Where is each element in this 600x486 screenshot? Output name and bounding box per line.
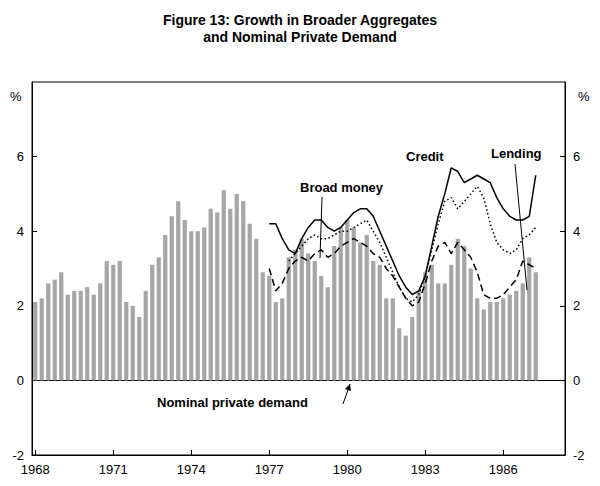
svg-text:2: 2 bbox=[17, 298, 24, 313]
svg-text:1977: 1977 bbox=[255, 462, 284, 477]
svg-text:Lending: Lending bbox=[491, 146, 542, 161]
svg-text:and Nominal Private Demand: and Nominal Private Demand bbox=[203, 29, 397, 45]
svg-text:1968: 1968 bbox=[21, 462, 50, 477]
svg-text:%: % bbox=[578, 89, 590, 104]
svg-text:2: 2 bbox=[573, 298, 580, 313]
svg-text:1986: 1986 bbox=[489, 462, 518, 477]
svg-text:1980: 1980 bbox=[333, 462, 362, 477]
svg-text:6: 6 bbox=[573, 149, 580, 164]
svg-text:6: 6 bbox=[17, 149, 24, 164]
svg-text:Broad money: Broad money bbox=[300, 180, 384, 195]
svg-text:4: 4 bbox=[17, 224, 24, 239]
svg-text:1971: 1971 bbox=[99, 462, 128, 477]
svg-text:Nominal private demand: Nominal private demand bbox=[157, 395, 308, 410]
svg-text:Credit: Credit bbox=[406, 149, 444, 164]
svg-text:4: 4 bbox=[573, 224, 580, 239]
svg-text:%: % bbox=[10, 89, 22, 104]
svg-text:1983: 1983 bbox=[411, 462, 440, 477]
svg-text:-2: -2 bbox=[12, 448, 24, 463]
svg-text:1974: 1974 bbox=[177, 462, 206, 477]
svg-text:0: 0 bbox=[17, 373, 24, 388]
svg-text:0: 0 bbox=[573, 373, 580, 388]
svg-text:Figure 13: Growth in Broader A: Figure 13: Growth in Broader Aggregates bbox=[163, 12, 437, 28]
svg-text:-2: -2 bbox=[573, 448, 585, 463]
